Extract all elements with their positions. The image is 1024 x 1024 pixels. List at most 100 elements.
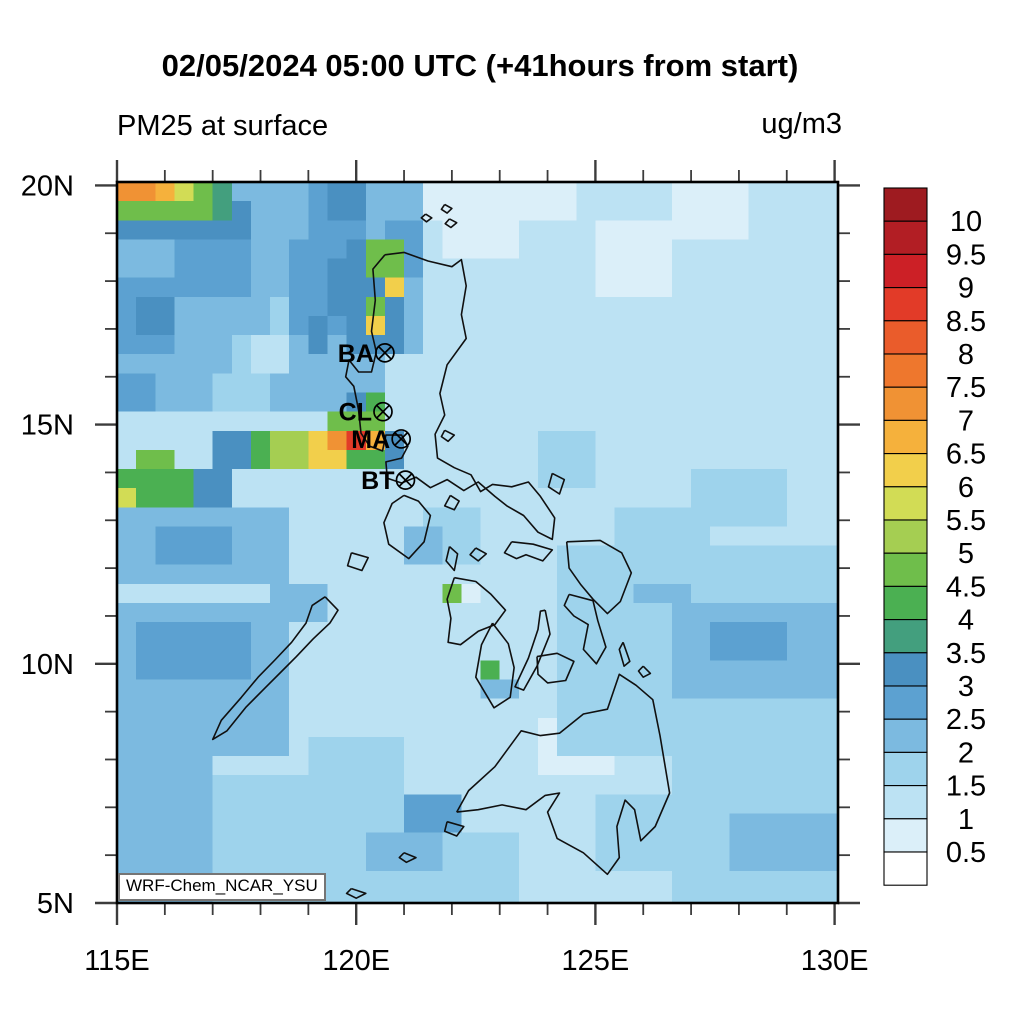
map-cell bbox=[805, 545, 826, 565]
map-cell bbox=[250, 201, 271, 221]
map-cell bbox=[691, 832, 711, 852]
map-cell bbox=[423, 526, 443, 546]
map-cell bbox=[537, 507, 558, 527]
map-cell bbox=[614, 641, 634, 661]
map-cell bbox=[384, 182, 405, 202]
y-tick-label: 20N bbox=[21, 170, 74, 202]
map-cell bbox=[136, 201, 156, 221]
map-cell bbox=[327, 373, 347, 393]
map-cell bbox=[633, 890, 653, 903]
map-cell bbox=[576, 564, 596, 584]
units-label: ug/m3 bbox=[761, 108, 842, 140]
colorbar-cell bbox=[883, 718, 928, 753]
map-cell bbox=[805, 258, 826, 278]
map-cell bbox=[576, 775, 596, 795]
map-cell bbox=[193, 698, 213, 718]
colorbar-cell bbox=[883, 419, 928, 455]
map-cell bbox=[346, 526, 366, 546]
map-cell bbox=[289, 698, 309, 718]
map-cell bbox=[518, 335, 538, 355]
colorbar-cell bbox=[883, 585, 928, 621]
map-cell bbox=[365, 679, 385, 699]
map-cell bbox=[117, 679, 137, 699]
map-cell bbox=[748, 296, 768, 316]
map-cell bbox=[595, 890, 615, 903]
map-cell bbox=[480, 602, 500, 623]
map-cell bbox=[155, 851, 175, 871]
map-cell bbox=[442, 277, 462, 297]
map-cell bbox=[423, 239, 443, 259]
map-cell bbox=[308, 239, 328, 259]
map-cell bbox=[289, 564, 309, 584]
map-cell bbox=[231, 717, 251, 737]
map-cell bbox=[327, 239, 347, 259]
map-cell bbox=[423, 411, 443, 431]
map-cell bbox=[270, 220, 290, 240]
map-cell bbox=[461, 813, 481, 833]
map-cell bbox=[633, 392, 653, 412]
map-cell bbox=[193, 736, 213, 757]
map-cell bbox=[499, 315, 519, 336]
map-cell bbox=[557, 832, 577, 852]
map-cell bbox=[805, 717, 826, 737]
map-cell bbox=[614, 392, 634, 412]
map-cell bbox=[518, 258, 538, 278]
colorbar-cell bbox=[883, 287, 928, 322]
map-cell bbox=[250, 373, 271, 393]
map-cell bbox=[193, 583, 213, 603]
map-cell bbox=[499, 717, 519, 737]
map-cell bbox=[327, 679, 347, 699]
coastline-path bbox=[469, 547, 488, 562]
map-cell bbox=[212, 182, 232, 202]
map-cell bbox=[117, 794, 137, 814]
map-cell bbox=[652, 756, 672, 776]
map-cell bbox=[557, 507, 577, 527]
map-cell bbox=[595, 583, 615, 603]
map-cell bbox=[193, 335, 213, 355]
map-cell bbox=[595, 794, 615, 814]
x-tick-label: 125E bbox=[562, 945, 630, 977]
map-cell bbox=[748, 794, 768, 814]
map-cell bbox=[346, 660, 366, 680]
map-cell bbox=[270, 583, 290, 603]
map-cell bbox=[136, 239, 156, 259]
map-cell bbox=[518, 469, 538, 489]
map-cell bbox=[557, 277, 577, 297]
map-cell bbox=[289, 277, 309, 297]
map-cell bbox=[231, 641, 251, 661]
map-cell bbox=[614, 526, 634, 546]
map-cell bbox=[327, 526, 347, 546]
map-cell bbox=[786, 373, 806, 393]
map-cell bbox=[174, 717, 194, 737]
map-cell bbox=[404, 641, 424, 661]
map-cell bbox=[480, 411, 500, 431]
map-cell bbox=[289, 717, 309, 737]
map-cell bbox=[691, 258, 711, 278]
map-cell bbox=[786, 430, 806, 450]
map-cell bbox=[518, 698, 538, 718]
map-cell bbox=[365, 277, 385, 297]
map-cell bbox=[442, 717, 462, 737]
map-cell bbox=[576, 602, 596, 623]
map-cell bbox=[691, 469, 711, 489]
map-cell bbox=[748, 277, 768, 297]
map-cell bbox=[423, 220, 443, 240]
map-cell bbox=[250, 430, 271, 450]
map-cell bbox=[461, 890, 481, 903]
colorbar-cell bbox=[883, 320, 928, 355]
map-cell bbox=[212, 411, 232, 431]
map-cell bbox=[250, 622, 271, 642]
map-cell bbox=[250, 698, 271, 718]
map-cell bbox=[270, 488, 290, 508]
coastline-path bbox=[475, 622, 515, 709]
map-cell bbox=[193, 296, 213, 316]
coastline-path bbox=[565, 539, 633, 615]
map-cell bbox=[576, 890, 596, 903]
map-cell bbox=[729, 660, 749, 680]
map-cell bbox=[576, 411, 596, 431]
map-cell bbox=[633, 239, 653, 259]
map-cell bbox=[250, 392, 271, 412]
map-cell bbox=[729, 469, 749, 489]
map-cell bbox=[327, 890, 347, 903]
map-cell bbox=[825, 449, 838, 470]
